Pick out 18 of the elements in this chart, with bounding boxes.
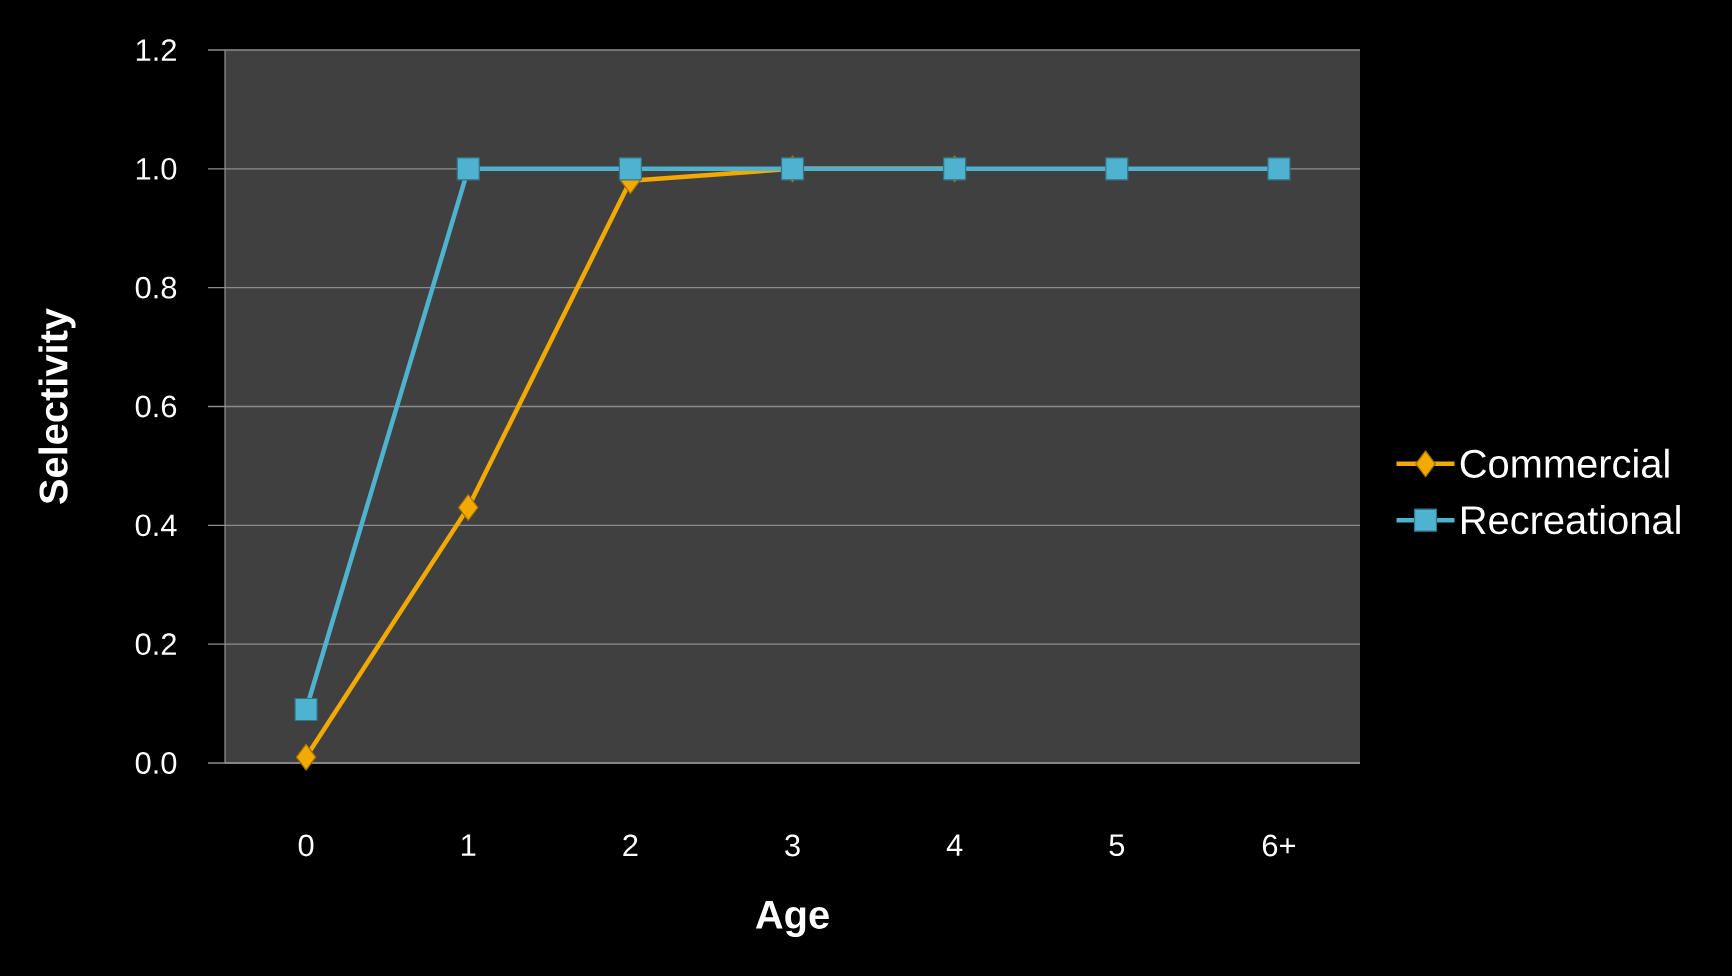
x-tick-label: 0 xyxy=(298,834,314,857)
y-tick-label: 0.6 xyxy=(135,395,177,418)
y-axis-title: Selectivity xyxy=(38,308,76,504)
y-tick-label: 0.2 xyxy=(135,633,176,656)
x-axis-title: Age xyxy=(755,901,829,937)
x-tick-label: 2 xyxy=(623,834,638,857)
y-tick-label: 0.4 xyxy=(135,514,177,537)
y-tick-label: 0.0 xyxy=(135,752,177,774)
x-tick-label: 5 xyxy=(1109,834,1125,857)
y-tick-label: 0.8 xyxy=(135,276,177,299)
y-tick-label: 1.0 xyxy=(136,157,177,180)
x-tick-label: 1 xyxy=(461,834,476,856)
y-tick-label: 1.2 xyxy=(136,39,176,61)
x-tick-label: 3 xyxy=(785,834,800,857)
legend-label: Recreational xyxy=(1462,505,1680,535)
x-tick-label: 4 xyxy=(946,834,963,856)
legend-label: Commercial xyxy=(1460,448,1669,478)
x-tick-label: 6+ xyxy=(1262,834,1296,857)
